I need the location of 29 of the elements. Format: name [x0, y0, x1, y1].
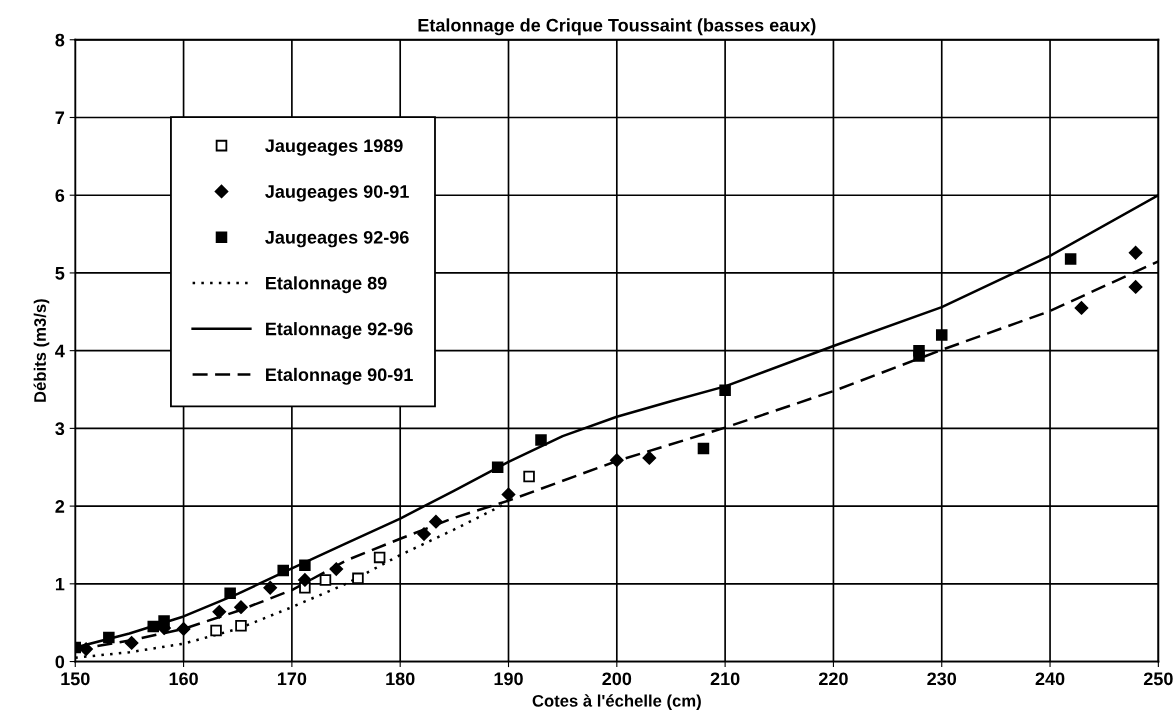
x-tick-label: 200 [602, 672, 632, 686]
legend-label: Jaugeages 92-96 [265, 230, 409, 248]
y-tick-label: 0 [55, 655, 65, 669]
x-tick-label: 220 [819, 672, 848, 686]
y-tick-label: 2 [55, 500, 65, 513]
x-tick-label: 180 [386, 672, 415, 686]
y-tick-label: 5 [55, 267, 65, 280]
y-tick-label: 8 [55, 33, 65, 47]
x-tick-label: 160 [169, 672, 198, 686]
chart-title: Etalonnage de Crique Toussaint (basses eaux) [418, 18, 816, 36]
legend-label: Jaugeages 90-91 [265, 185, 409, 202]
legend-label: Etalonnage 92-96 [266, 322, 413, 339]
legend-label: Etalonnage 90-91 [266, 367, 413, 385]
y-tick-label: 7 [55, 111, 65, 125]
legend-label: Etalonnage 89 [266, 276, 387, 294]
x-tick-label: 150 [61, 672, 90, 686]
x-tick-label: 170 [277, 672, 307, 686]
x-tick-label: 210 [710, 672, 740, 686]
x-tick-label: 230 [927, 672, 957, 686]
y-axis-title: Débits (m3/s) [33, 299, 50, 402]
x-tick-label: 240 [1035, 672, 1065, 686]
y-tick-label: 6 [55, 189, 65, 202]
y-tick-label: 3 [55, 422, 65, 436]
legend-label: Jaugeages 1989 [265, 139, 403, 156]
x-tick-label: 250 [1143, 672, 1173, 686]
y-tick-label: 1 [55, 577, 65, 591]
y-tick-label: 4 [55, 344, 65, 358]
x-tick-label: 190 [494, 672, 523, 686]
x-axis-title: Cotes à l'échelle (cm) [532, 694, 701, 711]
